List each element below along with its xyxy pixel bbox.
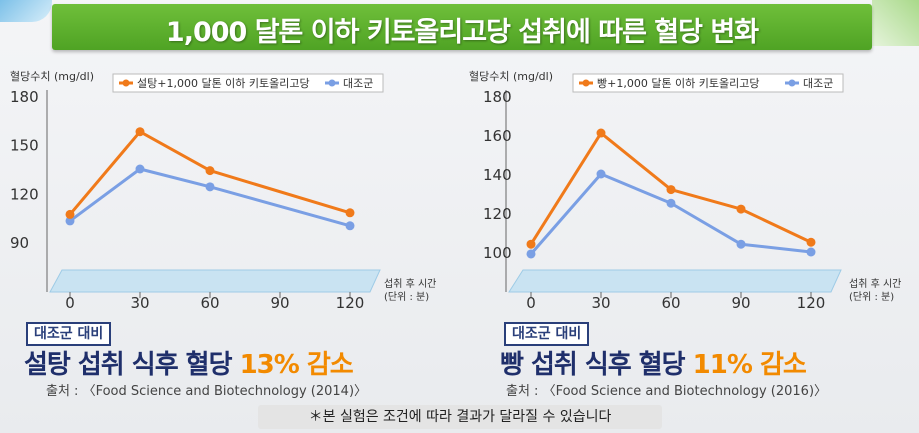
legend-swatch-dot xyxy=(122,79,130,87)
y-tick-label: 150 xyxy=(10,137,39,155)
series-line xyxy=(69,167,351,228)
comparison-badge: 대조군 대비 xyxy=(26,322,112,346)
x-axis-band xyxy=(508,269,842,293)
legend-entry: 설탕+1,000 달톤 이하 키토올리고당 xyxy=(137,76,310,90)
y-axis-label: 혈당수치 (mg/dl) xyxy=(10,69,94,83)
x-tick-label: 30 xyxy=(130,294,149,312)
legend-entry: 빵+1,000 달톤 이하 키토올리고당 xyxy=(597,76,760,90)
x-axis-band xyxy=(49,269,381,293)
y-tick-label: 90 xyxy=(10,234,29,252)
data-point xyxy=(806,237,816,247)
x-tick-label: 90 xyxy=(270,294,289,312)
series-line xyxy=(68,130,351,216)
chart-sugar: 혈당수치 (mg/dl) 90 120 150 180 0 30 60 90 120 섭취 후 시간… xyxy=(10,69,436,312)
headline-text: 설탕 섭취 식후 혈당 xyxy=(24,350,240,380)
y-tick-label: 120 xyxy=(483,205,512,223)
y-tick-label: 100 xyxy=(483,244,512,262)
data-point xyxy=(526,249,536,259)
result-headline: 빵 섭취 식후 혈당 11% 감소 xyxy=(500,344,807,381)
x-axis-label: 섭취 후 시간 xyxy=(384,278,436,290)
chart-bread: 혈당수치 (mg/dl) 100 120 140 160 180 0 30 60 90 120 섭취 … xyxy=(469,69,901,312)
y-tick-label: 180 xyxy=(483,88,512,106)
data-point xyxy=(666,185,676,195)
x-tick-label: 0 xyxy=(526,294,536,312)
x-tick-label: 60 xyxy=(661,294,680,312)
x-tick-label: 0 xyxy=(65,294,75,312)
x-tick-label: 60 xyxy=(200,294,219,312)
footnote: ＊본 실험은 조건에 따라 결과가 달라질 수 있습니다 xyxy=(258,405,662,429)
data-point xyxy=(596,128,606,138)
corner-decoration-left xyxy=(0,0,52,22)
x-tick-label: 120 xyxy=(336,294,365,312)
legend-entry: 대조군 xyxy=(343,77,373,90)
title-banner: 1,000 달톤 이하 키토올리고당 섭취에 따른 혈당 변화 xyxy=(52,4,872,50)
data-point xyxy=(736,239,746,249)
data-point xyxy=(736,204,746,214)
legend-entry: 대조군 xyxy=(803,77,833,90)
data-point xyxy=(666,198,676,208)
legend-swatch-dot xyxy=(328,79,336,87)
result-headline: 설탕 섭취 식후 혈당 13% 감소 xyxy=(24,344,354,381)
x-axis-label: 섭취 후 시간 xyxy=(849,278,901,290)
legend-swatch-dot xyxy=(582,79,590,87)
data-point xyxy=(205,182,215,192)
y-tick-label: 180 xyxy=(10,88,39,106)
data-point xyxy=(806,247,816,257)
headline-highlight: 11% 감소 xyxy=(692,350,807,380)
x-tick-label: 90 xyxy=(731,294,750,312)
y-axis-label: 혈당수치 (mg/dl) xyxy=(469,69,553,83)
y-tick-label: 120 xyxy=(10,185,39,203)
headline-highlight: 13% 감소 xyxy=(239,350,354,380)
data-point xyxy=(526,239,536,249)
legend-box xyxy=(112,73,384,93)
legend-swatch-dot xyxy=(788,79,796,87)
y-tick-label: 140 xyxy=(483,166,512,184)
data-point xyxy=(205,166,215,176)
page-title: 1,000 달톤 이하 키토올리고당 섭취에 따른 혈당 변화 xyxy=(165,17,759,48)
data-point xyxy=(65,216,75,226)
x-tick-label: 120 xyxy=(797,294,826,312)
headline-text: 빵 섭취 식후 혈당 xyxy=(500,350,693,380)
data-point xyxy=(135,127,145,137)
data-point xyxy=(65,209,75,219)
data-point xyxy=(596,169,606,179)
legend-box xyxy=(572,73,844,93)
x-axis-unit: (단위 : 분) xyxy=(384,290,429,303)
comparison-badge: 대조군 대비 xyxy=(504,322,590,346)
data-point xyxy=(345,208,355,218)
data-point xyxy=(345,221,355,231)
x-tick-label: 30 xyxy=(591,294,610,312)
source-citation: 출처 : 〈Food Science and Biotechnology (20… xyxy=(506,384,828,399)
x-axis-unit: (단위 : 분) xyxy=(849,290,894,303)
data-point xyxy=(135,164,145,174)
corner-decoration-right xyxy=(872,0,919,46)
y-tick-label: 160 xyxy=(483,127,512,145)
source-citation: 출처 : 〈Food Science and Biotechnology (20… xyxy=(46,384,368,399)
